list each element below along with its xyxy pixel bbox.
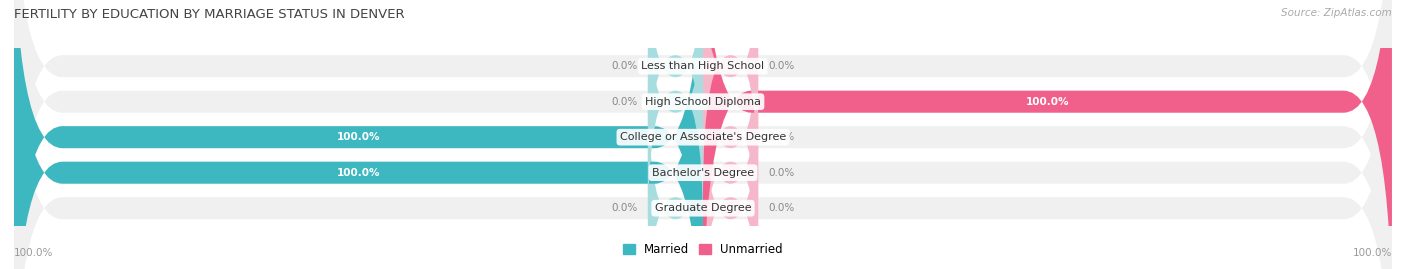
Text: 0.0%: 0.0% (612, 61, 637, 71)
FancyBboxPatch shape (648, 0, 703, 233)
FancyBboxPatch shape (14, 0, 703, 269)
FancyBboxPatch shape (703, 0, 758, 197)
FancyBboxPatch shape (648, 0, 703, 197)
Text: Bachelor's Degree: Bachelor's Degree (652, 168, 754, 178)
Text: 100.0%: 100.0% (1353, 248, 1392, 258)
Text: 100.0%: 100.0% (337, 132, 380, 142)
FancyBboxPatch shape (14, 0, 1392, 269)
Text: High School Diploma: High School Diploma (645, 97, 761, 107)
FancyBboxPatch shape (703, 0, 1392, 269)
Text: 0.0%: 0.0% (612, 203, 637, 213)
Text: Less than High School: Less than High School (641, 61, 765, 71)
FancyBboxPatch shape (703, 42, 758, 269)
FancyBboxPatch shape (14, 0, 1392, 269)
FancyBboxPatch shape (648, 77, 703, 269)
FancyBboxPatch shape (14, 0, 1392, 269)
Text: 0.0%: 0.0% (769, 168, 794, 178)
Text: 100.0%: 100.0% (1026, 97, 1069, 107)
FancyBboxPatch shape (703, 77, 758, 269)
Text: Graduate Degree: Graduate Degree (655, 203, 751, 213)
FancyBboxPatch shape (14, 0, 1392, 269)
Text: 0.0%: 0.0% (769, 203, 794, 213)
Text: Source: ZipAtlas.com: Source: ZipAtlas.com (1281, 8, 1392, 18)
Text: 0.0%: 0.0% (769, 132, 794, 142)
Text: 100.0%: 100.0% (14, 248, 53, 258)
FancyBboxPatch shape (14, 0, 1392, 269)
FancyBboxPatch shape (14, 0, 703, 269)
FancyBboxPatch shape (703, 6, 758, 268)
Text: 0.0%: 0.0% (769, 61, 794, 71)
Legend: Married, Unmarried: Married, Unmarried (619, 238, 787, 260)
Text: 100.0%: 100.0% (337, 168, 380, 178)
Text: College or Associate's Degree: College or Associate's Degree (620, 132, 786, 142)
Text: FERTILITY BY EDUCATION BY MARRIAGE STATUS IN DENVER: FERTILITY BY EDUCATION BY MARRIAGE STATU… (14, 8, 405, 21)
Text: 0.0%: 0.0% (612, 97, 637, 107)
